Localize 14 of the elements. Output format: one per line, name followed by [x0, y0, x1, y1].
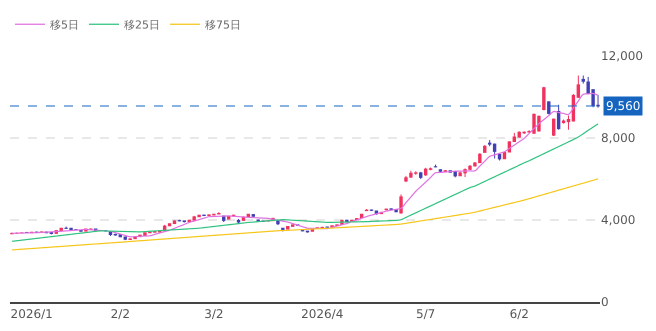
- y-tick-label: 4,000: [601, 213, 636, 228]
- y-tick-label: 8,000: [601, 131, 636, 146]
- x-tick-label: 5/7: [416, 307, 436, 322]
- y-tick-label: 12,000: [601, 49, 643, 64]
- x-tick-label: 2026/1: [10, 307, 53, 322]
- y-tick-label: 0: [601, 295, 609, 310]
- x-tick-label: 2026/4: [301, 307, 344, 322]
- ref-line-label: 9,560: [606, 99, 640, 113]
- legend-label: 移5日: [50, 18, 79, 32]
- legend-label: 移25日: [124, 18, 160, 32]
- x-tick-label: 6/2: [510, 307, 529, 322]
- legend-label: 移75日: [205, 18, 241, 32]
- x-tick-label: 2/2: [110, 307, 130, 322]
- x-tick-label: 3/2: [204, 307, 224, 322]
